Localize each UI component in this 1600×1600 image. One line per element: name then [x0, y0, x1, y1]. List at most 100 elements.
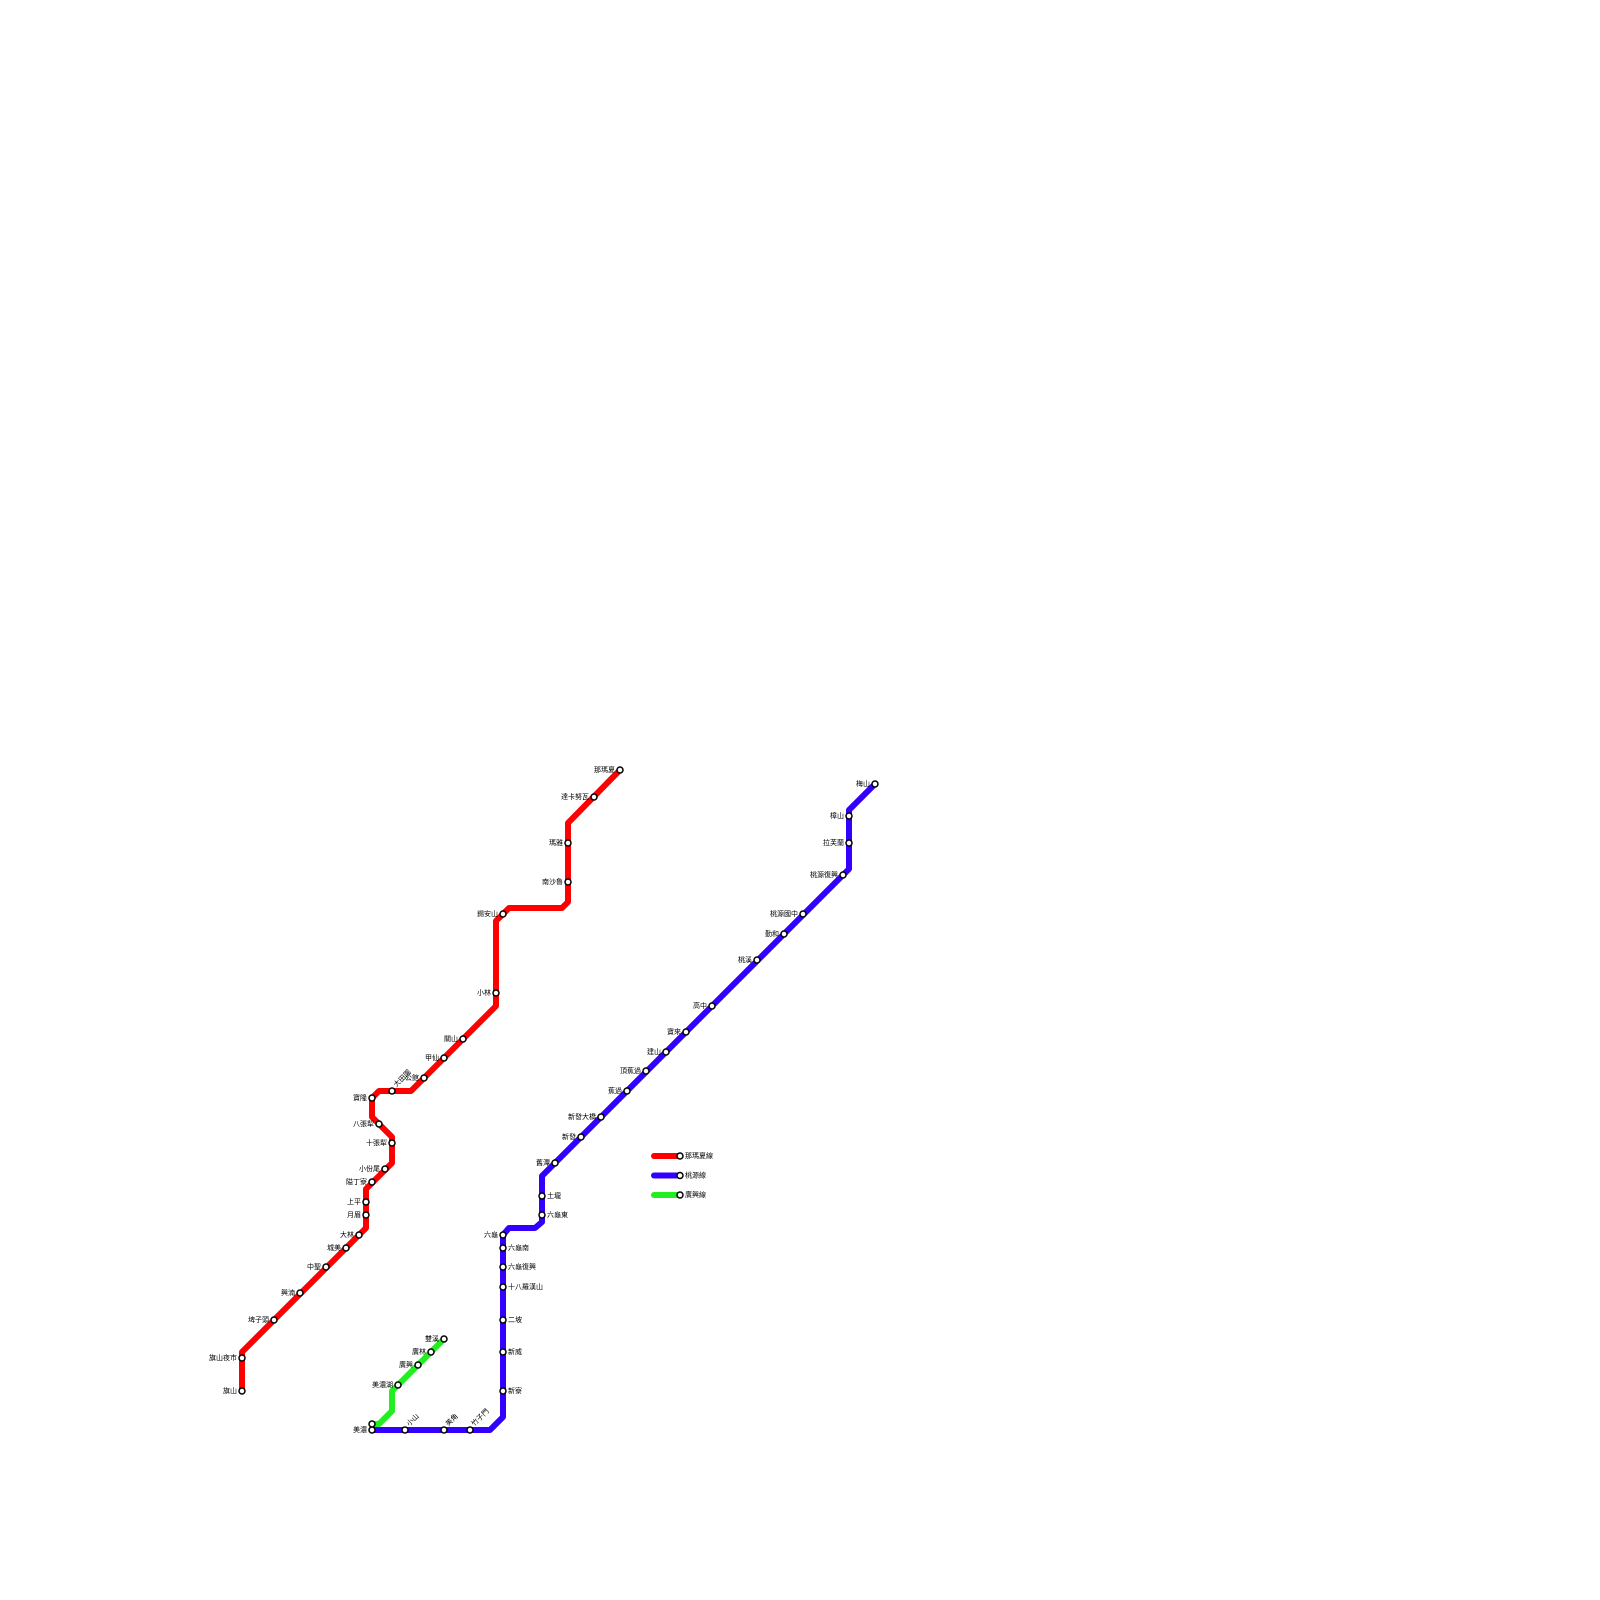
station	[871, 780, 879, 788]
station	[499, 1387, 507, 1395]
station-label: 隘丁寮	[346, 1177, 367, 1186]
station-label: 小份尾	[359, 1164, 380, 1173]
station	[238, 1354, 246, 1362]
station-label: 南沙魯	[542, 877, 563, 886]
station	[799, 910, 807, 918]
station	[682, 1028, 690, 1036]
station	[551, 1159, 559, 1167]
station	[362, 1211, 370, 1219]
station	[322, 1263, 330, 1271]
station-label: 中聖	[307, 1262, 321, 1271]
station	[342, 1244, 350, 1252]
station-label: 勤和	[765, 929, 779, 938]
station	[466, 1426, 474, 1434]
station	[780, 930, 788, 938]
station	[296, 1289, 304, 1297]
station-label: 美濃	[353, 1425, 367, 1434]
station	[499, 1244, 507, 1252]
station	[499, 1316, 507, 1324]
station	[845, 812, 853, 820]
station-label: 高中	[693, 1001, 707, 1010]
station	[623, 1087, 631, 1095]
station	[616, 766, 624, 774]
station-label: 月眉	[347, 1211, 361, 1219]
station	[708, 1002, 716, 1010]
station-label: 新威	[508, 1347, 522, 1356]
station	[577, 1133, 585, 1141]
station-label: 甲仙	[425, 1053, 439, 1062]
station	[362, 1198, 370, 1206]
station	[753, 956, 761, 964]
station-label: 公館	[405, 1073, 419, 1082]
legend-label: 桃源線	[685, 1171, 706, 1180]
routes	[239, 767, 878, 1433]
station-label: 梅山	[856, 779, 870, 788]
legend-station	[676, 1171, 684, 1180]
station	[459, 1035, 467, 1043]
station-label: 美角	[443, 1412, 459, 1428]
station-label: 小林	[477, 988, 491, 997]
station	[499, 1283, 507, 1291]
station-label: 十張犁	[366, 1138, 387, 1147]
station	[492, 989, 500, 997]
station	[368, 1178, 376, 1186]
station	[394, 1381, 402, 1389]
station-label: 雙溪	[425, 1334, 439, 1343]
station	[270, 1316, 278, 1324]
station	[845, 839, 853, 847]
station	[420, 1074, 428, 1082]
station	[597, 1113, 605, 1121]
station	[662, 1048, 670, 1056]
station-label: 蕉過	[608, 1086, 622, 1095]
station-label: 美濃湖	[372, 1380, 393, 1389]
station-label: 城美	[327, 1243, 341, 1252]
station-label: 廣林	[412, 1347, 426, 1356]
station	[440, 1335, 448, 1343]
station	[388, 1087, 396, 1095]
legend-label: 那瑪夏線	[685, 1151, 713, 1160]
station-label: 桃源國中	[770, 909, 798, 918]
station-label: 六龜復興	[508, 1262, 536, 1271]
station	[388, 1139, 396, 1147]
station	[499, 1263, 507, 1271]
station-label: 大林	[340, 1230, 354, 1239]
station	[381, 1165, 389, 1173]
station	[355, 1231, 363, 1239]
route-line	[369, 781, 878, 1433]
station-label: 土壠	[547, 1191, 561, 1200]
route-line	[239, 767, 623, 1394]
station-label: 新寮	[508, 1386, 522, 1395]
station-label: 新發	[562, 1132, 576, 1141]
station-label: 旗山夜市	[209, 1353, 237, 1362]
station-label: 廣興	[399, 1360, 413, 1369]
station-label: 埤子頭	[248, 1315, 269, 1324]
legend-station	[676, 1191, 684, 1199]
legend-label: 廣興線	[685, 1190, 706, 1199]
station-label: 寶來	[667, 1027, 681, 1036]
station-label: 旗山	[223, 1386, 237, 1395]
station-label: 六龜東	[547, 1210, 568, 1219]
station	[401, 1426, 409, 1434]
station-label: 六龜	[484, 1230, 498, 1239]
station-label: 建山	[647, 1047, 661, 1056]
station	[368, 1426, 376, 1434]
station-label: 錫安山	[477, 909, 498, 918]
station-label: 六龜南	[508, 1243, 529, 1252]
station-label: 小山	[404, 1412, 420, 1428]
station-label: 舊潭	[536, 1158, 550, 1167]
station	[238, 1387, 246, 1395]
station-label: 桃溪	[738, 955, 752, 964]
station	[564, 878, 572, 886]
station-label: 頂蕉過	[620, 1066, 641, 1075]
station-label: 桃源復興	[810, 870, 838, 879]
station-label: 新發大橋	[568, 1112, 596, 1121]
station	[839, 871, 847, 879]
station-label: 關山	[444, 1034, 458, 1043]
station-label: 竹子門	[469, 1407, 490, 1428]
station	[642, 1067, 650, 1075]
station-label: 寶隆	[353, 1093, 367, 1102]
station	[499, 1348, 507, 1356]
station	[440, 1426, 448, 1434]
station	[538, 1192, 546, 1200]
